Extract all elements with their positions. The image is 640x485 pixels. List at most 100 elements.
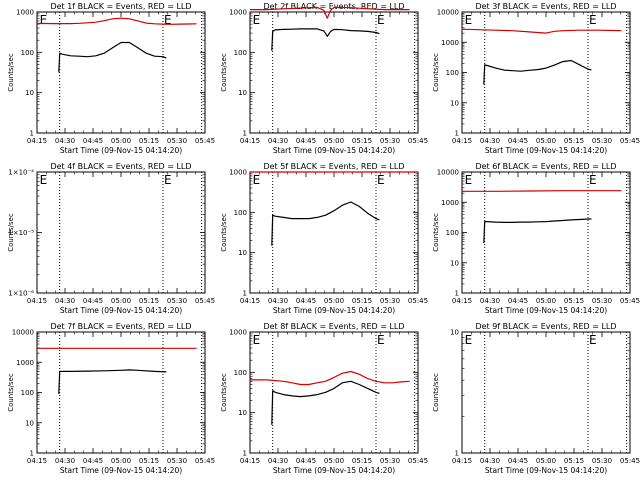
e-marker-label: E: [377, 13, 385, 27]
chart-title: Det 6f BLACK = Events, RED = LLD: [475, 162, 616, 171]
x-tick-label: 04:45: [83, 297, 103, 305]
y-tick-label: 1: [30, 130, 34, 138]
y-tick-label: 1: [30, 450, 34, 458]
x-tick-label: 05:15: [564, 137, 584, 145]
x-tick-label: 05:00: [536, 457, 556, 465]
series-line-lld: [461, 28, 622, 34]
x-tick-label: 05:15: [139, 137, 159, 145]
x-tick-label: 04:15: [27, 297, 47, 305]
chart-panel-7: Det 7f BLACK = Events, RED = LLD 1 10 100 10…: [7, 322, 215, 475]
x-tick-label: 05:30: [592, 457, 612, 465]
x-axis-label: Start Time (09-Nov-15 04:14:20): [60, 306, 182, 315]
x-axis-label: Start Time (09-Nov-15 04:14:20): [273, 466, 395, 475]
x-tick-label: 05:45: [620, 297, 640, 305]
x-tick-label: 04:15: [452, 297, 472, 305]
e-marker-label: E: [164, 173, 172, 187]
y-axis-label: Counts/sec: [7, 213, 15, 252]
chart-panel-6: Det 6f BLACK = Events, RED = LLD 1 10 100 10…: [432, 162, 640, 315]
x-tick-label: 05:15: [564, 457, 584, 465]
x-tick-label: 04:15: [240, 457, 260, 465]
series-line-lld: [37, 17, 197, 25]
series-line-events: [271, 28, 380, 51]
x-tick-label: 05:00: [324, 457, 344, 465]
x-tick-label: 05:15: [352, 297, 372, 305]
x-tick-label: 04:45: [296, 297, 316, 305]
series-line-events: [483, 218, 592, 244]
y-tick-label: 1000: [229, 329, 247, 337]
y-axis-label: Counts/sec: [220, 373, 228, 412]
chart-panel-3: Det 3f BLACK = Events, RED = LLD 1 10 100 10…: [432, 2, 640, 155]
chart-panel-4: Det 4f BLACK = Events, RED = LLD 1×10⁻⁶ 1×…: [7, 162, 215, 315]
x-tick-label: 04:45: [296, 137, 316, 145]
y-axis-label: Counts/sec: [220, 213, 228, 252]
y-tick-label: 100: [234, 49, 247, 57]
x-tick-label: 05:30: [167, 137, 187, 145]
plot-frame: [36, 331, 206, 454]
e-marker-label: E: [377, 333, 385, 347]
e-marker-label: E: [164, 13, 172, 27]
x-tick-label: 05:15: [139, 297, 159, 305]
chart-panel-1: Det 1f BLACK = Events, RED = LLD 1 10 100 10…: [7, 2, 215, 155]
x-tick-label: 05:00: [536, 297, 556, 305]
plot-frame: [36, 11, 206, 134]
x-tick-label: 05:15: [352, 457, 372, 465]
chart-title: Det 7f BLACK = Events, RED = LLD: [50, 322, 191, 331]
y-tick-label: 100: [446, 69, 459, 77]
e-marker-label: E: [465, 333, 473, 347]
series-line-events: [271, 201, 380, 246]
x-axis-label: Start Time (09-Nov-15 04:14:20): [60, 466, 182, 475]
x-tick-label: 04:30: [55, 297, 75, 305]
y-tick-label: 10: [450, 329, 459, 337]
x-tick-label: 05:00: [324, 137, 344, 145]
y-tick-label: 10: [25, 419, 34, 427]
y-axis-label: Counts/sec: [432, 53, 440, 92]
x-tick-label: 04:15: [452, 137, 472, 145]
x-axis-label: Start Time (09-Nov-15 04:14:20): [485, 306, 607, 315]
x-tick-label: 04:15: [240, 297, 260, 305]
x-tick-label: 05:45: [408, 137, 428, 145]
x-tick-label: 04:45: [296, 457, 316, 465]
y-axis-label: Counts/sec: [7, 373, 15, 412]
x-tick-label: 05:30: [592, 137, 612, 145]
series-line-lld: [250, 6, 410, 19]
chart-panel-5: Det 5f BLACK = Events, RED = LLD 1 10 100 10…: [220, 162, 428, 315]
x-tick-label: 04:30: [480, 297, 500, 305]
x-tick-label: 04:30: [268, 297, 288, 305]
x-tick-label: 04:45: [508, 297, 528, 305]
y-tick-label: 1×10⁻⁴: [8, 169, 34, 177]
x-tick-label: 05:00: [324, 297, 344, 305]
chart-title: Det 9f BLACK = Events, RED = LLD: [475, 322, 616, 331]
e-marker-label: E: [589, 13, 597, 27]
y-tick-label: 1000: [16, 9, 34, 17]
e-marker-label: E: [465, 13, 473, 27]
y-tick-label: 1000: [229, 9, 247, 17]
x-tick-label: 05:45: [620, 457, 640, 465]
x-tick-label: 04:45: [508, 457, 528, 465]
y-tick-label: 1: [455, 450, 459, 458]
chart-panel-2: Det 2f BLACK = Events, RED = LLD 1 10 100 10…: [220, 2, 428, 155]
y-tick-label: 1: [455, 290, 459, 298]
x-tick-label: 05:45: [195, 297, 215, 305]
y-axis-label: Counts/sec: [220, 53, 228, 92]
y-tick-label: 1×10⁻⁶: [8, 290, 34, 298]
y-tick-label: 10: [450, 99, 459, 107]
series-line-events: [58, 369, 167, 394]
e-marker-label: E: [589, 173, 597, 187]
y-tick-label: 1000: [229, 169, 247, 177]
x-axis-label: Start Time (09-Nov-15 04:14:20): [273, 306, 395, 315]
e-marker-label: E: [589, 333, 597, 347]
x-tick-label: 05:15: [139, 457, 159, 465]
x-tick-label: 04:15: [27, 137, 47, 145]
plot-frame: [36, 171, 206, 294]
y-tick-label: 100: [234, 209, 247, 217]
x-tick-label: 05:30: [380, 137, 400, 145]
x-axis-label: Start Time (09-Nov-15 04:14:20): [485, 146, 607, 155]
x-tick-label: 04:15: [452, 457, 472, 465]
y-tick-label: 1000: [441, 39, 459, 47]
x-tick-label: 04:30: [268, 457, 288, 465]
chart-title: Det 2f BLACK = Events, RED = LLD: [263, 2, 404, 11]
series-line-events: [483, 59, 592, 85]
chart-title: Det 1f BLACK = Events, RED = LLD: [50, 2, 191, 11]
x-tick-label: 04:45: [508, 137, 528, 145]
plot-frame: [461, 331, 631, 454]
